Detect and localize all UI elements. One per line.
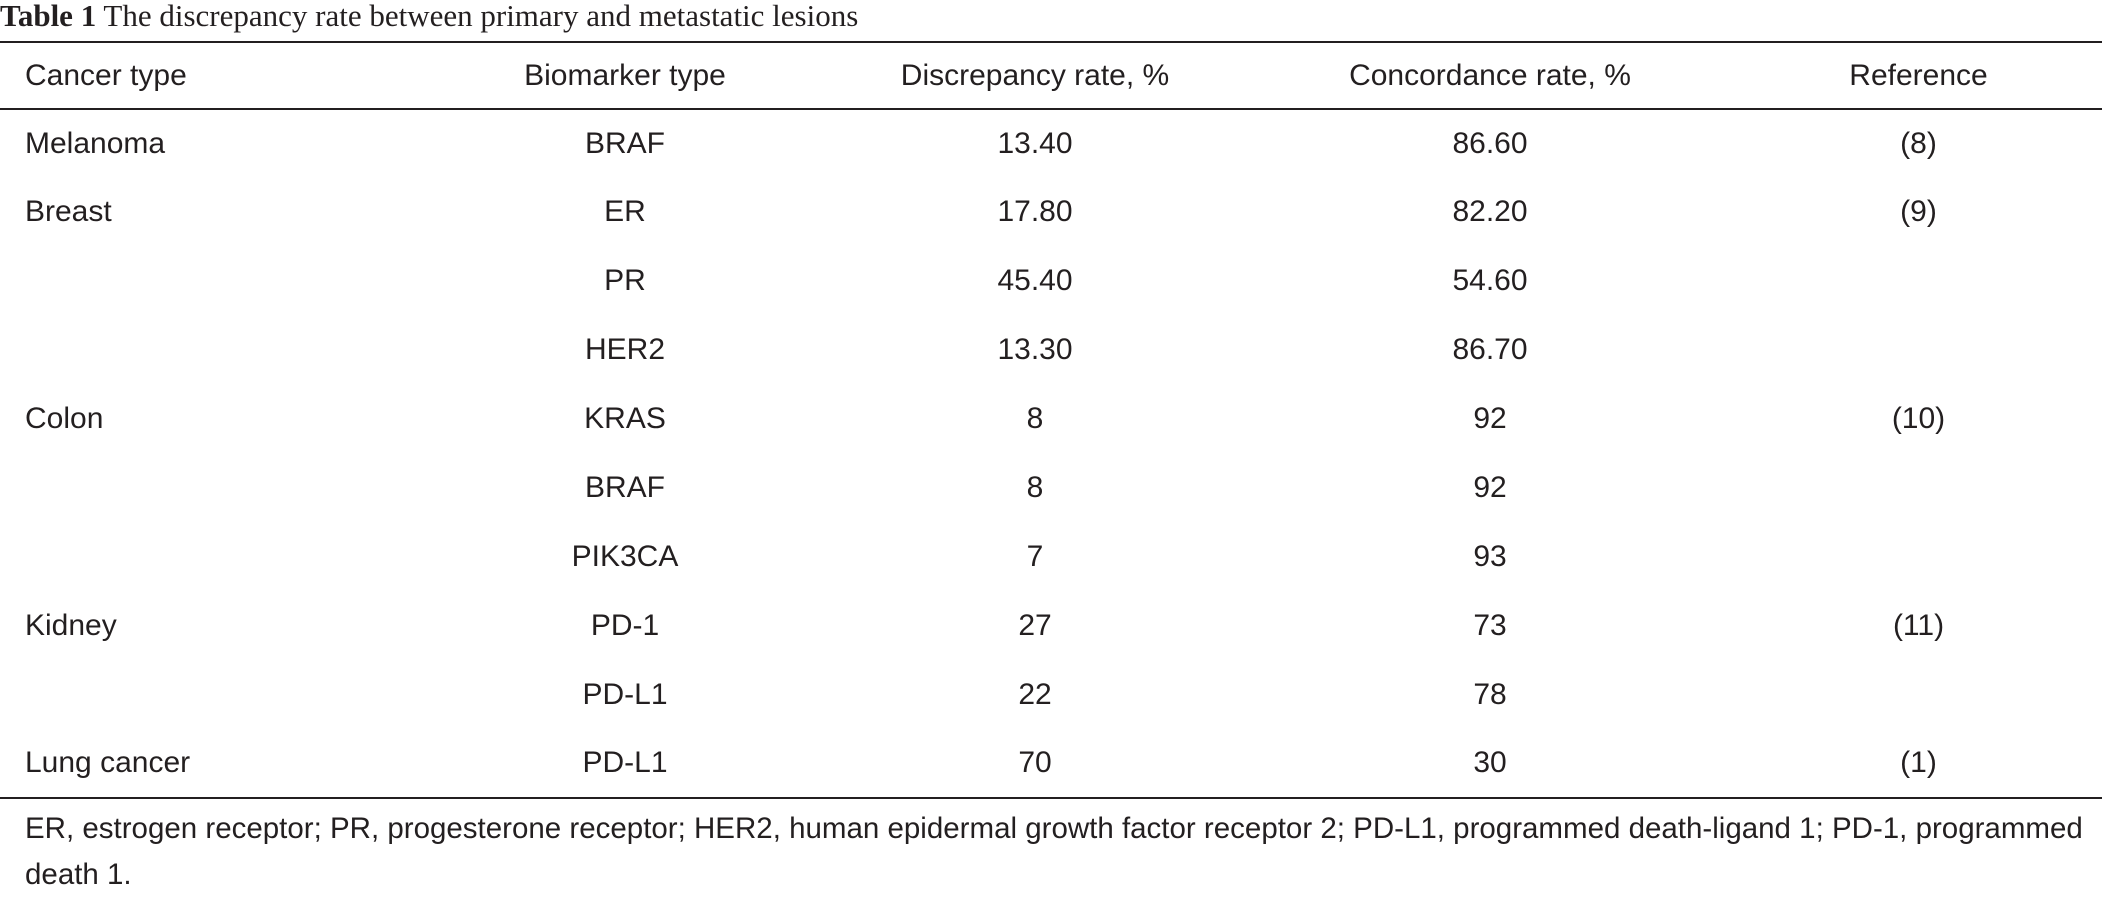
cell-concordance-rate: 92 [1473,402,1507,435]
table-row: Melanoma BRAF 13.40 86.60 (8) [0,109,2102,178]
cell-biomarker-type: PR [604,264,646,298]
cell-discrepancy-rate: 13.30 [997,333,1073,367]
cell-cancer-type: Lung cancer [25,746,191,780]
cell-discrepancy-rate: 7 [1026,539,1044,573]
cell-concordance-rate: 82.20 [1452,195,1528,229]
cell-biomarker-type: PIK3CA [571,539,679,573]
cell-concordance-rate: 92 [1473,470,1507,504]
cell-discrepancy-rate: 17.80 [997,195,1073,229]
cell-biomarker-type: PD-L1 [582,677,668,711]
cell-reference [1735,522,2102,591]
cell-cancer-type [0,247,425,316]
table-bottom-rule [0,797,2102,799]
cell-discrepancy-rate: 8 [1026,402,1044,435]
cell-cancer-type [0,316,425,385]
cell-concordance-rate: 54.60 [1452,264,1528,298]
cell-cancer-type [0,453,425,522]
cell-biomarker-type: BRAF [584,126,665,160]
cell-discrepancy-rate: 22 [1018,677,1052,711]
table-caption: Table 1 The discrepancy rate between pri… [0,0,858,34]
cell-discrepancy-rate: 13.40 [997,126,1073,160]
cell-concordance-rate: 93 [1473,539,1507,573]
cell-reference: (1) [1900,746,1937,780]
cell-discrepancy-rate: 70 [1018,746,1052,780]
table-row: BRAF 8 92 [0,453,2102,522]
cell-cancer-type: Colon [25,402,104,435]
cell-concordance-rate: 30 [1473,746,1507,780]
cell-reference [1735,247,2102,316]
table-row: PIK3CA 7 93 [0,522,2102,591]
cell-reference: (11) [1892,608,1945,642]
table-caption-text: The discrepancy rate between primary and… [103,0,859,33]
cell-biomarker-type: BRAF [584,470,665,504]
cell-cancer-type: Kidney [25,608,117,642]
cell-biomarker-type: PD-L1 [582,746,668,780]
table-footnote: ER, estrogen receptor; PR, progesterone … [25,812,2083,891]
table-top-rule [0,41,2102,43]
cell-cancer-type: Breast [25,195,112,229]
table-header-rule [0,108,2102,110]
table-row: Colon KRAS 8 92 (10) [0,385,2102,454]
cell-biomarker-type: ER [604,195,646,229]
header-concordance-rate: Concordance rate, % [1349,59,1631,92]
header-biomarker-type: Biomarker type [524,59,726,92]
cell-reference: (8) [1900,126,1937,160]
table-row: PR 45.40 54.60 [0,247,2102,316]
table-row: PD-L1 22 78 [0,660,2102,729]
cell-concordance-rate: 86.70 [1452,333,1528,367]
cell-cancer-type [0,522,425,591]
table-row: Lung cancer PD-L1 70 30 (1) [0,729,2102,798]
cell-cancer-type: Melanoma [25,126,166,160]
cell-discrepancy-rate: 27 [1018,608,1052,642]
cell-biomarker-type: PD-1 [590,608,660,642]
cell-discrepancy-rate: 8 [1026,470,1044,504]
cell-concordance-rate: 73 [1473,608,1507,642]
cell-reference: (10) [1891,402,1946,435]
cell-reference [1735,660,2102,729]
data-table: Cancer type Biomarker type Discrepancy r… [0,43,2102,798]
table-row: Breast ER 17.80 82.20 (9) [0,178,2102,247]
cell-concordance-rate: 78 [1473,677,1507,711]
header-reference: Reference [1849,59,1988,92]
table-caption-label: Table 1 [0,0,97,33]
table-header-row: Cancer type Biomarker type Discrepancy r… [0,43,2102,109]
cell-reference [1735,316,2102,385]
header-cancer-type: Cancer type [25,59,187,92]
cell-reference [1735,453,2102,522]
header-discrepancy-rate: Discrepancy rate, % [900,59,1170,92]
table-row: HER2 13.30 86.70 [0,316,2102,385]
table-row: Kidney PD-1 27 73 (11) [0,591,2102,660]
cell-biomarker-type: KRAS [584,402,666,435]
cell-biomarker-type: HER2 [584,333,666,367]
cell-concordance-rate: 86.60 [1452,126,1528,160]
cell-reference: (9) [1900,195,1937,229]
cell-cancer-type [0,660,425,729]
cell-discrepancy-rate: 45.40 [997,264,1073,298]
